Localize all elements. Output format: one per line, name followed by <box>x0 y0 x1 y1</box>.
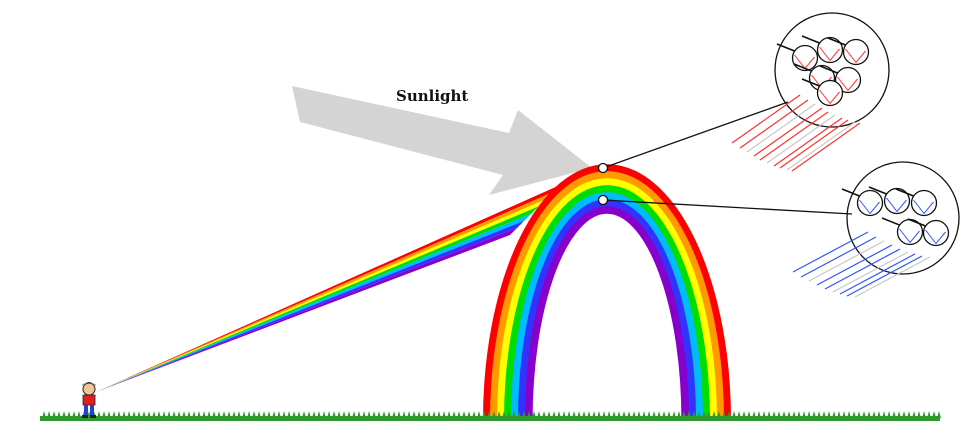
raindrop <box>791 44 819 72</box>
rainbow-band <box>497 178 717 421</box>
ray-line <box>808 240 885 282</box>
magnifier-circle <box>846 161 960 275</box>
leader-line-top <box>602 101 789 169</box>
magnifier-circle <box>774 12 890 128</box>
ray-line <box>731 94 801 144</box>
ray-line <box>791 122 861 172</box>
ray-line <box>800 236 877 278</box>
raindrop <box>834 66 862 94</box>
ray-band <box>96 206 539 392</box>
refracted-rays-red <box>731 94 861 172</box>
ground-grass <box>40 411 941 421</box>
ray-line <box>832 251 909 293</box>
raindrop <box>922 219 950 247</box>
ray-line <box>816 244 893 286</box>
ray-line <box>839 253 916 295</box>
internal-ray <box>913 199 934 215</box>
internal-ray <box>845 48 866 64</box>
ray-line <box>753 107 823 157</box>
refracted-rays-blue <box>792 231 931 298</box>
ray-band <box>96 213 532 392</box>
internal-ray <box>925 229 946 245</box>
ray-line <box>759 111 829 161</box>
sunlight-arrow: Sunlight <box>292 86 592 195</box>
raindrop-cluster-icon <box>841 186 950 247</box>
ray-line <box>792 231 869 273</box>
internal-ray <box>859 199 880 215</box>
ray-line <box>824 248 901 290</box>
ray-line <box>786 121 856 171</box>
internal-ray <box>837 76 858 92</box>
leader-line-bottom <box>602 199 853 215</box>
internal-ray <box>886 197 907 213</box>
raindrop <box>883 187 911 215</box>
ray-band <box>96 227 518 392</box>
internal-ray <box>899 228 920 244</box>
raindrop <box>910 189 938 217</box>
person-icon <box>82 382 96 418</box>
ray-line <box>854 256 931 298</box>
ray-line <box>739 99 809 149</box>
ray-line <box>766 114 836 164</box>
internal-ray <box>819 89 840 105</box>
rainbow-band <box>511 192 703 421</box>
droplet-magnifier-bottom <box>792 161 960 298</box>
rainbow-band <box>490 171 724 421</box>
rainbow-arch <box>483 164 731 421</box>
raindrop <box>816 36 844 64</box>
ray-band <box>96 185 560 392</box>
sample-point-top <box>597 162 609 174</box>
ray-line <box>779 119 849 169</box>
ray-line <box>846 255 923 297</box>
raindrop-cluster-icon <box>776 35 870 107</box>
rainbow-band <box>504 185 710 421</box>
sunlight-label: Sunlight <box>396 87 468 105</box>
internal-ray <box>819 46 840 62</box>
rainbow-band <box>525 206 689 421</box>
ray-line <box>746 103 816 153</box>
raindrop <box>816 79 844 107</box>
light-ray-fan <box>96 185 560 392</box>
ray-line <box>773 117 843 167</box>
raindrop <box>856 189 884 217</box>
raindrop <box>842 38 870 66</box>
leader-lines <box>597 101 853 215</box>
ray-band <box>96 192 553 392</box>
droplet-magnifier-top <box>731 12 890 172</box>
ray-band <box>96 220 525 392</box>
sample-point-bottom <box>597 194 609 206</box>
ray-band <box>96 199 546 392</box>
ground-strip <box>40 416 940 421</box>
